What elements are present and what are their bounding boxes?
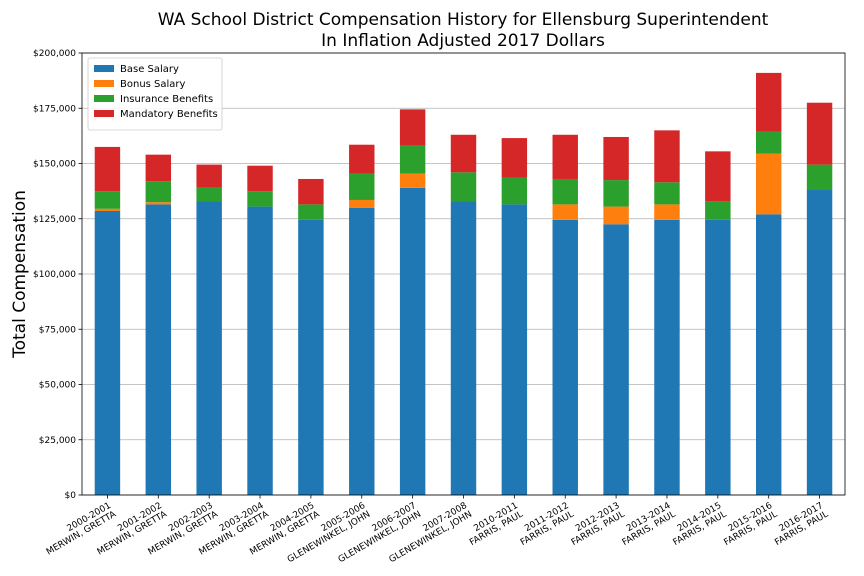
bar-insurance-benefits [196, 187, 222, 202]
bar-insurance-benefits [705, 201, 731, 220]
bar-base-salary [654, 219, 680, 496]
legend-label: Bonus Salary [120, 79, 186, 90]
bar-mandatory-benefits [94, 146, 121, 192]
bar-mandatory-benefits [450, 134, 477, 173]
bar-mandatory-benefits [806, 102, 833, 165]
legend-box [87, 57, 223, 131]
bar-base-salary [552, 219, 578, 496]
bar-mandatory-benefits [349, 144, 375, 174]
bar-insurance-benefits [399, 145, 426, 174]
bar-insurance-benefits [298, 204, 324, 220]
bar-bonus-salary [399, 173, 426, 188]
bar-bonus-salary [755, 153, 782, 215]
bar-insurance-benefits [654, 182, 680, 205]
y-tick-label: $150,000 [33, 160, 76, 170]
bar-insurance-benefits [349, 173, 375, 200]
bar-base-salary [94, 211, 121, 495]
legend-label: Base Salary [120, 64, 179, 75]
bar-mandatory-benefits [552, 134, 578, 179]
bar-base-salary [450, 201, 477, 495]
bar-base-salary [806, 190, 833, 495]
bar-bonus-salary [94, 208, 121, 212]
bar-mandatory-benefits [145, 154, 172, 182]
bar-insurance-benefits [247, 191, 273, 207]
y-tick-label: $200,000 [33, 49, 76, 59]
bar-mandatory-benefits [247, 165, 273, 192]
bars [94, 72, 833, 496]
bar-bonus-salary [349, 199, 375, 208]
bar-mandatory-benefits [705, 151, 731, 202]
bar-insurance-benefits [552, 178, 578, 205]
bar-base-salary [145, 204, 172, 495]
bar-base-salary [247, 206, 273, 495]
y-ticks: $0 $25,000 $50,000 $75,000 $100,000 $125,000 $… [33, 49, 82, 501]
bar-base-salary [196, 201, 222, 495]
y-tick-label: $175,000 [33, 104, 76, 114]
legend-swatch [94, 65, 114, 72]
bar-base-salary [349, 207, 375, 495]
bar-mandatory-benefits [654, 130, 680, 183]
y-axis-label: Total Compensation [10, 190, 30, 359]
chart-subtitle: In Inflation Adjusted 2017 Dollars [321, 31, 605, 51]
bar-bonus-salary [603, 206, 629, 225]
bar-mandatory-benefits [755, 72, 782, 132]
bar-bonus-salary [654, 204, 680, 220]
bar-bonus-salary [145, 202, 172, 205]
bar-insurance-benefits [145, 181, 172, 203]
bar-mandatory-benefits [298, 178, 324, 205]
bar-insurance-benefits [755, 131, 782, 154]
bar-mandatory-benefits [603, 136, 629, 181]
bar-insurance-benefits [603, 180, 629, 207]
y-tick-label: $50,000 [39, 381, 76, 391]
legend-swatch [94, 95, 114, 102]
bar-mandatory-benefits [501, 138, 528, 178]
bar-base-salary [755, 214, 782, 495]
legend: Base Salary Bonus Salary Insurance Benefit… [87, 57, 223, 131]
y-tick-label: $125,000 [33, 215, 76, 225]
bar-mandatory-benefits [196, 164, 222, 188]
bar-insurance-benefits [806, 164, 833, 191]
bar-base-salary [501, 204, 528, 495]
y-tick-label: $100,000 [33, 270, 76, 280]
bar-insurance-benefits [94, 191, 121, 209]
legend-label: Insurance Benefits [120, 94, 213, 105]
bar-base-salary [705, 219, 731, 496]
bar-base-salary [603, 224, 629, 495]
bar-insurance-benefits [450, 172, 477, 202]
bar-base-salary [298, 219, 324, 496]
legend-swatch [94, 110, 114, 117]
chart-title: WA School District Compensation History … [158, 10, 769, 30]
bar-bonus-salary [552, 204, 578, 220]
legend-label: Mandatory Benefits [120, 109, 218, 120]
bar-base-salary [399, 187, 426, 495]
y-tick-label: $0 [65, 491, 77, 501]
bar-mandatory-benefits [399, 109, 426, 146]
legend-swatch [94, 80, 114, 87]
y-tick-label: $25,000 [39, 436, 76, 446]
bar-insurance-benefits [501, 177, 528, 205]
y-tick-label: $75,000 [39, 325, 76, 335]
